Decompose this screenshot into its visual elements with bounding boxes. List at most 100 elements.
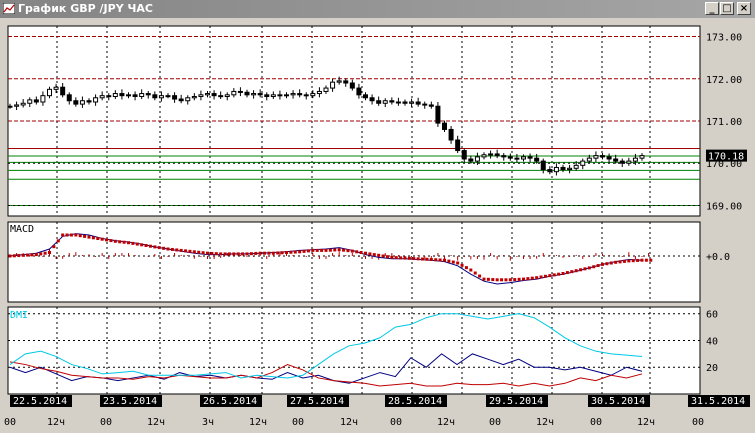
price-tick-label: 173.00 xyxy=(706,33,742,44)
candle xyxy=(99,95,105,99)
macd-signal-point xyxy=(333,248,337,252)
maximize-button[interactable]: □ xyxy=(720,2,734,15)
date-label: 28.5.2014 xyxy=(388,396,442,407)
candle xyxy=(86,100,92,103)
macd-signal-point xyxy=(12,254,16,258)
candle xyxy=(619,160,625,164)
candle xyxy=(231,90,237,96)
candle xyxy=(632,157,638,162)
close-button[interactable]: × xyxy=(737,2,751,15)
hour-label: 12ч xyxy=(147,417,165,428)
candle xyxy=(47,88,52,97)
date-label-box xyxy=(385,395,447,407)
macd-signal-point xyxy=(460,263,464,267)
macd-signal-point xyxy=(456,261,460,265)
candle xyxy=(567,167,573,171)
macd-signal-point xyxy=(614,260,618,264)
macd-signal-point xyxy=(324,248,328,252)
candle xyxy=(349,82,355,89)
chart-area[interactable]: 173.00 172.00 171.00 170.00 169.00 170.18 +0.0… xyxy=(0,18,755,433)
candle xyxy=(112,93,118,98)
macd-signal-point xyxy=(192,250,196,254)
macd-signal-point xyxy=(557,272,561,276)
hour-label: 12ч xyxy=(249,417,267,428)
macd-signal-point xyxy=(438,258,442,262)
macd-signal-point xyxy=(87,235,91,239)
candle xyxy=(343,80,349,84)
macd-signal-point xyxy=(416,257,420,261)
candle xyxy=(455,139,461,152)
macd-signal-point xyxy=(263,251,267,255)
macd-signal-point xyxy=(574,269,578,273)
date-label-box xyxy=(200,395,262,407)
macd-signal-point xyxy=(96,237,100,240)
macd-signal-point xyxy=(140,243,144,247)
macd-signal-point xyxy=(596,264,600,268)
macd-signal-point xyxy=(495,278,499,282)
candle xyxy=(119,93,125,97)
macd-signal-point xyxy=(535,276,539,280)
macd-signal-point xyxy=(30,253,34,257)
candle xyxy=(158,95,164,99)
macd-signal-point xyxy=(609,261,613,265)
macd-signal-point xyxy=(197,250,201,254)
macd-signal-point xyxy=(175,248,179,252)
macd-signal-point xyxy=(517,277,521,281)
macd-signal-point xyxy=(271,251,275,255)
hour-label: 3ч xyxy=(202,417,214,428)
candle xyxy=(639,155,645,159)
hour-label: 12ч xyxy=(536,417,554,428)
macd-signal-point xyxy=(56,239,60,243)
adx-line xyxy=(9,313,643,379)
macd-signal-point xyxy=(100,237,104,241)
candle xyxy=(66,94,72,102)
macd-signal-point xyxy=(425,257,429,261)
hour-label: 12ч xyxy=(47,417,65,428)
candle xyxy=(376,100,382,104)
macd-signal-point xyxy=(118,240,122,244)
date-label: 30.5.2014 xyxy=(591,396,645,407)
macd-signal-point xyxy=(17,254,21,258)
macd-signal-point xyxy=(285,251,288,254)
macd-signal-point xyxy=(622,259,626,263)
macd-signal-point xyxy=(34,253,38,257)
macd-signal-point xyxy=(561,272,565,275)
macd-signal-point xyxy=(407,256,411,260)
candle xyxy=(527,156,533,159)
macd-signal-point xyxy=(469,268,473,272)
macd-signal-point xyxy=(570,270,574,274)
candle xyxy=(580,160,586,166)
macd-signal-point xyxy=(241,252,245,256)
hour-label: 00 xyxy=(292,417,304,428)
macd-signal-point xyxy=(399,256,403,260)
macd-signal-point xyxy=(649,258,653,262)
candle xyxy=(165,95,171,98)
window-title: График GBP /JPY ЧАС xyxy=(18,2,153,15)
macd-signal-point xyxy=(403,256,407,260)
candle xyxy=(600,155,605,158)
macd-signal-point xyxy=(306,249,310,253)
macd-signal-point xyxy=(605,262,609,266)
candle xyxy=(33,99,39,103)
macd-signal-point xyxy=(552,273,556,277)
minimize-button[interactable]: _ xyxy=(705,2,719,15)
macd-signal-point xyxy=(153,245,157,249)
macd-label: MACD xyxy=(10,224,34,235)
macd-tick-label: +0.0 xyxy=(706,252,730,263)
candle xyxy=(205,93,210,96)
candle xyxy=(534,157,540,162)
macd-signal-point xyxy=(166,247,170,251)
macd-signal-point xyxy=(105,238,109,242)
macd-signal-point xyxy=(579,268,583,272)
macd-signal-point xyxy=(109,239,113,243)
macd-signal-point xyxy=(526,277,530,281)
macd-signal-point xyxy=(601,262,604,266)
macd-signal-point xyxy=(473,271,477,275)
macd-signal-point xyxy=(148,244,152,248)
macd-signal-point xyxy=(381,254,385,258)
candle xyxy=(139,93,145,98)
candle xyxy=(553,166,559,173)
candle xyxy=(330,81,336,89)
candle xyxy=(93,97,99,103)
macd-signal-point xyxy=(478,274,482,278)
